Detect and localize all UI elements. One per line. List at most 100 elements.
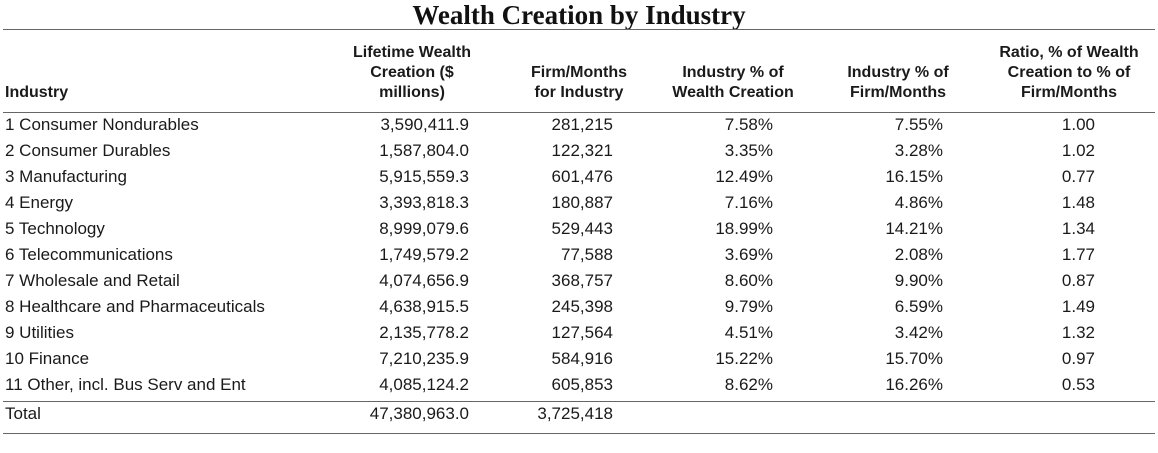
ratio-cell: 0.77 xyxy=(1061,167,1095,186)
table-row: 8 Healthcare and Pharmaceuticals 4,638,91… xyxy=(3,294,1155,320)
pct-wealth-cell: 9.79% xyxy=(724,297,773,316)
firm-months-cell: 77,588 xyxy=(561,245,613,264)
industry-cell: 2 Consumer Durables xyxy=(5,141,171,160)
total-firm-months: 3,725,418 xyxy=(537,404,613,423)
firm-months-cell: 122,321 xyxy=(551,141,613,160)
industry-cell: 1 Consumer Nondurables xyxy=(5,115,199,134)
table-row: 3 Manufacturing 5,915,559.3 601,476 12.49% 1… xyxy=(3,164,1155,190)
industry-cell: 4 Energy xyxy=(5,193,74,212)
pct-wealth-cell: 3.69% xyxy=(724,245,773,264)
table-row: 11 Other, incl. Bus Serv and Ent 4,085,12… xyxy=(3,372,1155,398)
firm-months-cell: 601,476 xyxy=(551,167,613,186)
pct-wealth-cell: 18.99% xyxy=(715,219,773,238)
header-rule xyxy=(3,112,1155,113)
column-header-industry-pct-firm-months: Industry % of Firm/Months xyxy=(847,64,949,101)
ratio-cell: 1.34 xyxy=(1061,219,1095,238)
pct-firm-months-cell: 9.90% xyxy=(894,271,943,290)
lifetime-wealth-cell: 4,638,915.5 xyxy=(379,297,469,316)
pct-firm-months-cell: 7.55% xyxy=(894,115,943,134)
pct-firm-months-cell: 16.26% xyxy=(885,375,943,394)
wealth-creation-table: Industry Lifetime Wealth Creation ($ mil… xyxy=(3,30,1155,430)
pct-wealth-cell: 3.35% xyxy=(724,141,773,160)
firm-months-cell: 180,887 xyxy=(551,193,613,212)
lifetime-wealth-cell: 1,587,804.0 xyxy=(379,141,469,160)
lifetime-wealth-cell: 4,085,124.2 xyxy=(379,375,469,394)
ratio-cell: 0.53 xyxy=(1061,375,1095,394)
column-header-industry-pct-wealth: Industry % of Wealth Creation xyxy=(672,64,794,101)
pct-wealth-cell: 7.16% xyxy=(724,193,773,212)
table-row: 2 Consumer Durables 1,587,804.0 122,321 3.3… xyxy=(3,138,1155,164)
ratio-cell: 1.49 xyxy=(1061,297,1095,316)
industry-cell: 6 Telecommunications xyxy=(5,245,173,264)
firm-months-cell: 529,443 xyxy=(551,219,613,238)
ratio-cell: 1.00 xyxy=(1061,115,1095,134)
table-row: 5 Technology 8,999,079.6 529,443 18.99% 14.2… xyxy=(3,216,1155,242)
industry-cell: 11 Other, incl. Bus Serv and Ent xyxy=(5,375,246,394)
total-rule xyxy=(3,401,1155,402)
table-title: Wealth Creation by Industry xyxy=(412,0,746,30)
ratio-cell: 0.97 xyxy=(1061,349,1095,368)
pct-firm-months-cell: 15.70% xyxy=(885,349,943,368)
pct-firm-months-cell: 16.15% xyxy=(885,167,943,186)
table-row: 6 Telecommunications 1,749,579.2 77,588 3.6… xyxy=(3,242,1155,268)
total-row: Total 47,380,963.0 3,725,418 xyxy=(3,398,1155,430)
firm-months-cell: 245,398 xyxy=(551,297,613,316)
column-header-industry: Industry xyxy=(5,84,69,101)
ratio-cell: 1.02 xyxy=(1061,141,1095,160)
table-header: Industry Lifetime Wealth Creation ($ mil… xyxy=(3,30,1155,112)
pct-firm-months-cell: 14.21% xyxy=(885,219,943,238)
table-row: 1 Consumer Nondurables 3,590,411.9 281,215… xyxy=(3,112,1155,138)
pct-wealth-cell: 4.51% xyxy=(724,323,773,342)
table-footer: Total 47,380,963.0 3,725,418 xyxy=(3,398,1155,430)
lifetime-wealth-cell: 7,210,235.9 xyxy=(379,349,469,368)
industry-cell: 8 Healthcare and Pharmaceuticals xyxy=(5,297,265,316)
table-row: 10 Finance 7,210,235.9 584,916 15.22% 15.70%… xyxy=(3,346,1155,372)
lifetime-wealth-cell: 2,135,778.2 xyxy=(379,323,469,342)
table-row: 9 Utilities 2,135,778.2 127,564 4.51% 3.42% 1… xyxy=(3,320,1155,346)
industry-cell: 9 Utilities xyxy=(5,323,74,342)
firm-months-cell: 368,757 xyxy=(551,271,613,290)
column-header-ratio: Ratio, % of Wealth Creation to % of Firm… xyxy=(999,44,1139,101)
lifetime-wealth-cell: 1,749,579.2 xyxy=(379,245,469,264)
firm-months-cell: 281,215 xyxy=(551,115,613,134)
lifetime-wealth-cell: 3,590,411.9 xyxy=(380,115,469,134)
pct-wealth-cell: 8.62% xyxy=(724,375,773,394)
total-pct-firm-months xyxy=(813,398,983,430)
pct-firm-months-cell: 4.86% xyxy=(894,193,943,212)
table-row: 7 Wholesale and Retail 4,074,656.9 368,757… xyxy=(3,268,1155,294)
ratio-cell: 0.87 xyxy=(1061,271,1095,290)
pct-firm-months-cell: 3.28% xyxy=(894,141,943,160)
pct-wealth-cell: 7.58% xyxy=(724,115,773,134)
table-row: 4 Energy 3,393,818.3 180,887 7.16% 4.86% 1.48 xyxy=(3,190,1155,216)
industry-cell: 10 Finance xyxy=(5,349,90,368)
pct-firm-months-cell: 3.42% xyxy=(894,323,943,342)
lifetime-wealth-cell: 8,999,079.6 xyxy=(379,219,469,238)
ratio-cell: 1.77 xyxy=(1061,245,1095,264)
top-rule xyxy=(3,29,1155,30)
ratio-cell: 1.48 xyxy=(1061,193,1095,212)
firm-months-cell: 605,853 xyxy=(551,375,613,394)
industry-cell: 3 Manufacturing xyxy=(5,167,127,186)
total-ratio xyxy=(983,398,1155,430)
pct-wealth-cell: 12.49% xyxy=(715,167,773,186)
lifetime-wealth-cell: 5,915,559.3 xyxy=(379,167,469,186)
lifetime-wealth-cell: 3,393,818.3 xyxy=(379,193,469,212)
bottom-rule xyxy=(3,433,1155,434)
industry-cell: 5 Technology xyxy=(5,219,105,238)
pct-firm-months-cell: 6.59% xyxy=(894,297,943,316)
table-body: 1 Consumer Nondurables 3,590,411.9 281,215… xyxy=(3,112,1155,398)
firm-months-cell: 127,564 xyxy=(551,323,613,342)
pct-firm-months-cell: 2.08% xyxy=(894,245,943,264)
industry-cell: 7 Wholesale and Retail xyxy=(5,271,180,290)
total-lifetime-wealth: 47,380,963.0 xyxy=(369,404,469,423)
lifetime-wealth-cell: 4,074,656.9 xyxy=(379,271,469,290)
header-row: Industry Lifetime Wealth Creation ($ mil… xyxy=(3,30,1155,112)
column-header-lifetime-wealth: Lifetime Wealth Creation ($ millions) xyxy=(353,44,471,101)
total-pct-wealth xyxy=(653,398,813,430)
pct-wealth-cell: 15.22% xyxy=(715,349,773,368)
firm-months-cell: 584,916 xyxy=(551,349,613,368)
ratio-cell: 1.32 xyxy=(1061,323,1095,342)
column-header-firm-months: Firm/Months for Industry xyxy=(531,64,627,101)
total-label: Total xyxy=(5,404,41,423)
pct-wealth-cell: 8.60% xyxy=(724,271,773,290)
